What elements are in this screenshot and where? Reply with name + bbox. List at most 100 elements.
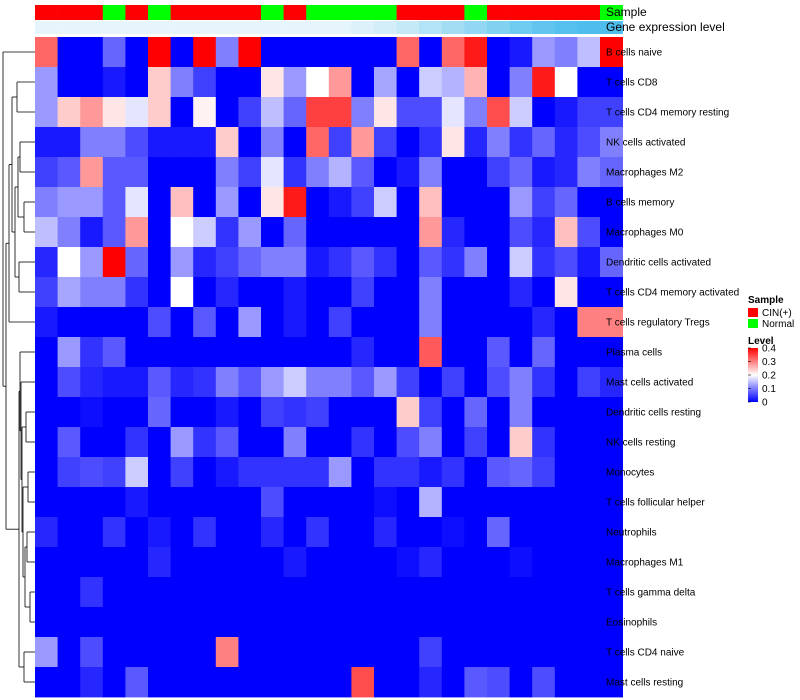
legend-level-title: Level [748, 336, 774, 347]
heatmap-cell [509, 367, 533, 398]
heatmap-cell [193, 127, 217, 158]
heatmap-cell [238, 97, 262, 128]
heatmap-cell [306, 577, 330, 608]
heatmap-cell [600, 547, 623, 578]
heatmap-cell [238, 217, 262, 248]
heatmap-cell [464, 397, 488, 428]
heatmap-cell [419, 367, 443, 398]
gene-expression-annotation-cell [487, 21, 510, 34]
heatmap-cell [487, 577, 510, 608]
heatmap-cell [554, 217, 578, 248]
heatmap-cell [35, 397, 58, 428]
heatmap-cell [509, 157, 533, 188]
row-label: B cells naive [606, 48, 663, 59]
heatmap-cell [374, 127, 397, 158]
sample-annotation-cell [261, 5, 284, 20]
heatmap-cell [487, 307, 510, 338]
heatmap-cell [306, 427, 330, 458]
row-label: T cells CD8 [606, 78, 658, 89]
heatmap-cell [374, 157, 397, 188]
sample-annotation-cell [148, 5, 171, 20]
heatmap-cell [577, 397, 601, 428]
heatmap-cell [80, 37, 104, 68]
sample-annotation-cell [600, 5, 623, 20]
heatmap-cell [261, 667, 284, 698]
sample-annotation-cell [328, 5, 352, 20]
heatmap-cell [577, 547, 601, 578]
heatmap-cell [57, 127, 81, 158]
heatmap-cell [577, 127, 601, 158]
heatmap-cell [577, 247, 601, 278]
heatmap-cell [374, 487, 397, 518]
heatmap-cell [532, 607, 556, 638]
heatmap-cell [487, 157, 510, 188]
heatmap-cell [600, 367, 623, 398]
heatmap-cell [170, 277, 194, 308]
heatmap-cell [441, 487, 465, 518]
heatmap-cell [464, 367, 488, 398]
heatmap-cell [554, 97, 578, 128]
heatmap-cell [600, 577, 623, 608]
heatmap-cell [441, 577, 465, 608]
heatmap-cell [577, 37, 601, 68]
heatmap-cell [102, 217, 126, 248]
heatmap-cell [125, 427, 149, 458]
heatmap-cell [464, 457, 488, 488]
heatmap-cell [80, 607, 104, 638]
heatmap-cell [419, 157, 443, 188]
heatmap-cell [148, 487, 171, 518]
sample-annotation-cell [554, 5, 578, 20]
gene-expression-annotation-cell [261, 21, 284, 34]
heatmap-cell [487, 37, 510, 68]
heatmap-cell [487, 67, 510, 98]
heatmap-cell [57, 367, 81, 398]
sample-annotation-cell [441, 5, 465, 20]
heatmap-cell [215, 427, 239, 458]
heatmap-cell [374, 517, 397, 548]
heatmap-cell [464, 37, 488, 68]
heatmap-cell [238, 607, 262, 638]
heatmap-cell [509, 577, 533, 608]
heatmap-cell [125, 517, 149, 548]
heatmap-cell [419, 397, 443, 428]
heatmap-cell [238, 187, 262, 218]
heatmap-cell [306, 547, 330, 578]
heatmap-cell [577, 337, 601, 368]
legend-sample-title: Sample [748, 295, 784, 306]
heatmap-cell [396, 637, 420, 668]
heatmap-cell [193, 337, 217, 368]
heatmap-cell [509, 547, 533, 578]
heatmap-cell [238, 517, 262, 548]
heatmap-cell [215, 277, 239, 308]
heatmap-cell [328, 67, 352, 98]
row-label: Macrophages M2 [606, 168, 684, 179]
heatmap-cell [464, 217, 488, 248]
heatmap-cell [328, 397, 352, 428]
heatmap-cell [57, 607, 81, 638]
heatmap-cell [351, 397, 375, 428]
heatmap-cell [148, 607, 171, 638]
heatmap-cell [80, 367, 104, 398]
heatmap-cell [464, 307, 488, 338]
heatmap-cell [600, 277, 623, 308]
heatmap-cell [102, 517, 126, 548]
gene-expression-annotation-cell [80, 21, 104, 34]
heatmap-cell [102, 247, 126, 278]
heatmap-cell [577, 67, 601, 98]
heatmap-cell [600, 97, 623, 128]
heatmap-cell [306, 127, 330, 158]
heatmap-cell [215, 517, 239, 548]
sample-annotation-cell [509, 5, 533, 20]
heatmap-cell [57, 307, 81, 338]
heatmap-cell [125, 307, 149, 338]
gene-expression-annotation-cell [125, 21, 149, 34]
heatmap-cell [238, 127, 262, 158]
heatmap-cell [441, 127, 465, 158]
gene-expression-annotation-cell [35, 21, 58, 34]
heatmap-cell [80, 337, 104, 368]
heatmap-cell [577, 307, 601, 338]
heatmap-cell [148, 277, 171, 308]
heatmap-cell [283, 517, 307, 548]
heatmap-cell [261, 427, 284, 458]
